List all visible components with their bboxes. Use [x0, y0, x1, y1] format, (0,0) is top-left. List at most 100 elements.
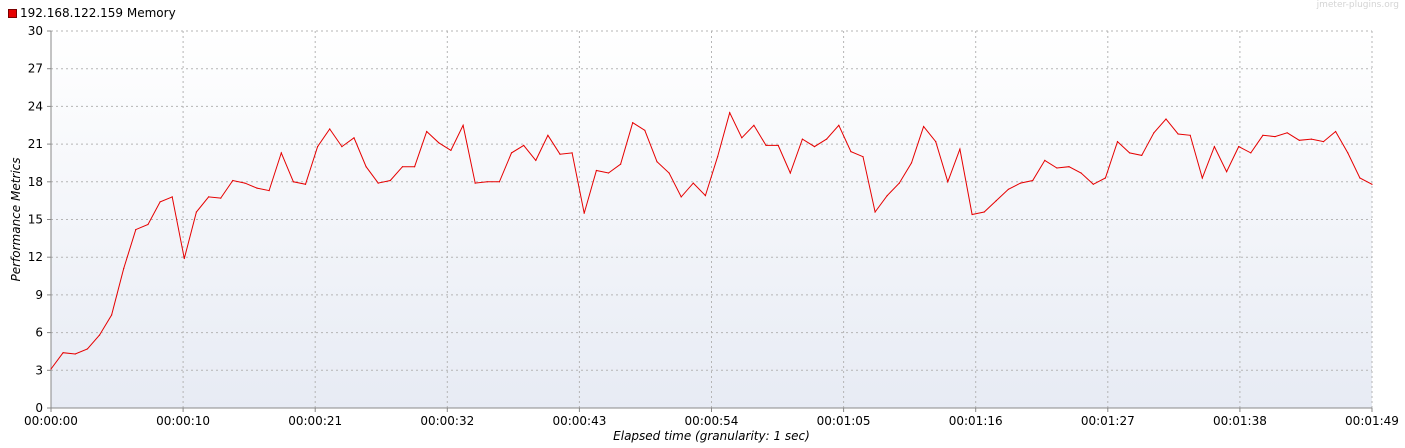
- data-point: [850, 151, 852, 153]
- data-point: [1359, 177, 1361, 179]
- x-tick-label: 00:00:54: [685, 414, 739, 428]
- data-point: [1213, 146, 1215, 148]
- data-point: [1201, 177, 1203, 179]
- data-point: [1032, 179, 1034, 182]
- data-point: [1298, 139, 1300, 141]
- data-point: [729, 112, 731, 114]
- data-point: [486, 181, 488, 183]
- x-tick-label: 00:01:05: [817, 414, 871, 428]
- data-point: [1165, 118, 1167, 120]
- y-tick-label: 15: [28, 213, 43, 227]
- data-point: [826, 138, 828, 140]
- y-tick-label: 21: [28, 137, 43, 151]
- data-point: [98, 334, 101, 336]
- data-point: [450, 149, 452, 151]
- data-point: [971, 213, 973, 216]
- data-point: [692, 182, 694, 184]
- data-point: [208, 196, 210, 198]
- data-point: [886, 195, 888, 197]
- data-point: [607, 172, 610, 174]
- y-tick-label: 30: [28, 24, 43, 38]
- data-point: [195, 211, 197, 213]
- data-point: [704, 195, 707, 197]
- data-point: [801, 138, 804, 140]
- legend-square-icon: [8, 8, 17, 18]
- data-point: [135, 229, 137, 231]
- data-point: [1322, 141, 1325, 143]
- data-point: [789, 172, 791, 174]
- data-point: [583, 212, 585, 214]
- data-point: [995, 200, 997, 202]
- data-point: [329, 128, 331, 130]
- series-line-memory: [50, 111, 1373, 370]
- data-point: [244, 182, 246, 184]
- data-point: [171, 196, 173, 198]
- y-tick-label: 0: [35, 401, 43, 415]
- legend: 192.168.122.159 Memory: [8, 6, 176, 20]
- series-layer: [50, 111, 1373, 370]
- data-point: [1177, 133, 1179, 135]
- data-point: [644, 129, 646, 131]
- data-point: [910, 162, 913, 164]
- data-point: [1310, 138, 1312, 140]
- y-axis-title: Performance Metrics: [9, 157, 23, 281]
- x-tick-label: 00:01:49: [1345, 414, 1399, 428]
- data-point: [510, 152, 513, 154]
- data-point: [414, 166, 416, 168]
- x-tick-label: 00:00:32: [420, 414, 474, 428]
- data-point: [1141, 154, 1143, 156]
- data-point: [898, 182, 900, 184]
- data-point: [74, 353, 76, 355]
- data-point: [947, 181, 949, 183]
- data-point: [1250, 152, 1252, 154]
- data-point: [280, 152, 282, 154]
- data-point: [232, 179, 234, 182]
- data-point: [377, 182, 379, 184]
- data-point: [656, 161, 658, 163]
- data-point: [353, 137, 355, 139]
- data-point: [1262, 134, 1264, 136]
- y-tick-label: 3: [35, 363, 43, 377]
- data-point: [474, 182, 476, 184]
- data-point: [717, 156, 719, 158]
- data-point: [341, 146, 343, 148]
- data-point: [365, 166, 367, 168]
- data-point: [862, 156, 864, 158]
- data-point: [1189, 134, 1191, 136]
- data-point: [1153, 132, 1155, 134]
- data-point: [1371, 183, 1373, 185]
- data-point: [753, 124, 755, 126]
- data-point: [1056, 167, 1058, 169]
- data-point: [668, 172, 670, 174]
- data-point: [292, 181, 294, 183]
- data-point: [1274, 136, 1276, 138]
- data-point: [1044, 159, 1046, 161]
- x-tick-label: 00:00:00: [24, 414, 78, 428]
- data-point: [935, 141, 937, 143]
- data-point: [1080, 172, 1082, 174]
- data-point: [1238, 146, 1240, 148]
- data-point: [959, 148, 961, 150]
- data-point: [983, 211, 985, 213]
- data-point: [923, 125, 925, 128]
- x-tick-label: 00:00:10: [156, 414, 210, 428]
- data-point: [426, 130, 428, 133]
- data-point: [741, 137, 743, 139]
- data-point: [401, 166, 404, 168]
- data-point: [256, 187, 258, 189]
- data-point: [1092, 183, 1094, 185]
- y-tick-label: 9: [35, 288, 43, 302]
- data-point: [535, 159, 537, 161]
- data-point: [547, 134, 549, 136]
- data-point: [1104, 177, 1106, 179]
- data-point: [620, 163, 622, 165]
- data-point: [595, 169, 598, 172]
- data-point: [1019, 182, 1022, 184]
- x-axis-title: Elapsed time (granularity: 1 sec): [613, 429, 810, 443]
- y-tick-label: 18: [28, 175, 43, 189]
- data-point: [1335, 130, 1337, 133]
- x-tick-label: 00:01:16: [949, 414, 1003, 428]
- data-point: [1286, 132, 1288, 134]
- grid: [51, 30, 1373, 408]
